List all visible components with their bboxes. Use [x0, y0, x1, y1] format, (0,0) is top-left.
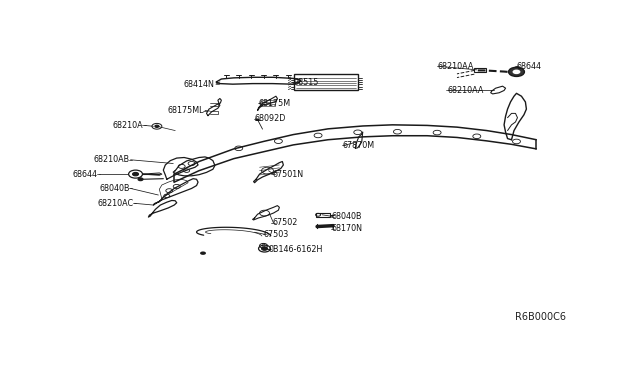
Text: 68644: 68644: [516, 62, 541, 71]
Text: 68092D: 68092D: [255, 114, 286, 123]
Circle shape: [513, 70, 520, 74]
Text: R6B000C6: R6B000C6: [515, 312, 566, 322]
Text: 68210AA: 68210AA: [447, 86, 483, 95]
Text: 0B146-6162H: 0B146-6162H: [269, 245, 323, 254]
Text: B: B: [262, 243, 266, 248]
Circle shape: [262, 247, 268, 250]
Text: 68414N: 68414N: [183, 80, 214, 89]
Text: 68040B: 68040B: [332, 212, 362, 221]
Text: 68210AA: 68210AA: [437, 62, 474, 71]
Circle shape: [256, 119, 259, 121]
Text: 68170N: 68170N: [332, 224, 363, 233]
Circle shape: [132, 172, 138, 176]
Text: 67502: 67502: [273, 218, 298, 227]
Text: 67870M: 67870M: [343, 141, 375, 150]
Circle shape: [155, 125, 159, 128]
Text: 67501N: 67501N: [273, 170, 303, 179]
Text: 68210A: 68210A: [113, 121, 143, 130]
Text: 67503: 67503: [264, 230, 289, 239]
Circle shape: [509, 67, 524, 76]
Text: 68175M: 68175M: [259, 99, 291, 108]
Text: 68210AC: 68210AC: [97, 199, 134, 208]
Text: 68175ML: 68175ML: [168, 106, 204, 115]
Circle shape: [255, 119, 260, 121]
Text: 68040B: 68040B: [99, 184, 129, 193]
Circle shape: [138, 178, 143, 181]
Circle shape: [200, 251, 206, 255]
Text: 68210AB: 68210AB: [93, 155, 129, 164]
Text: 68644: 68644: [73, 170, 98, 179]
Text: 98515: 98515: [293, 78, 319, 87]
